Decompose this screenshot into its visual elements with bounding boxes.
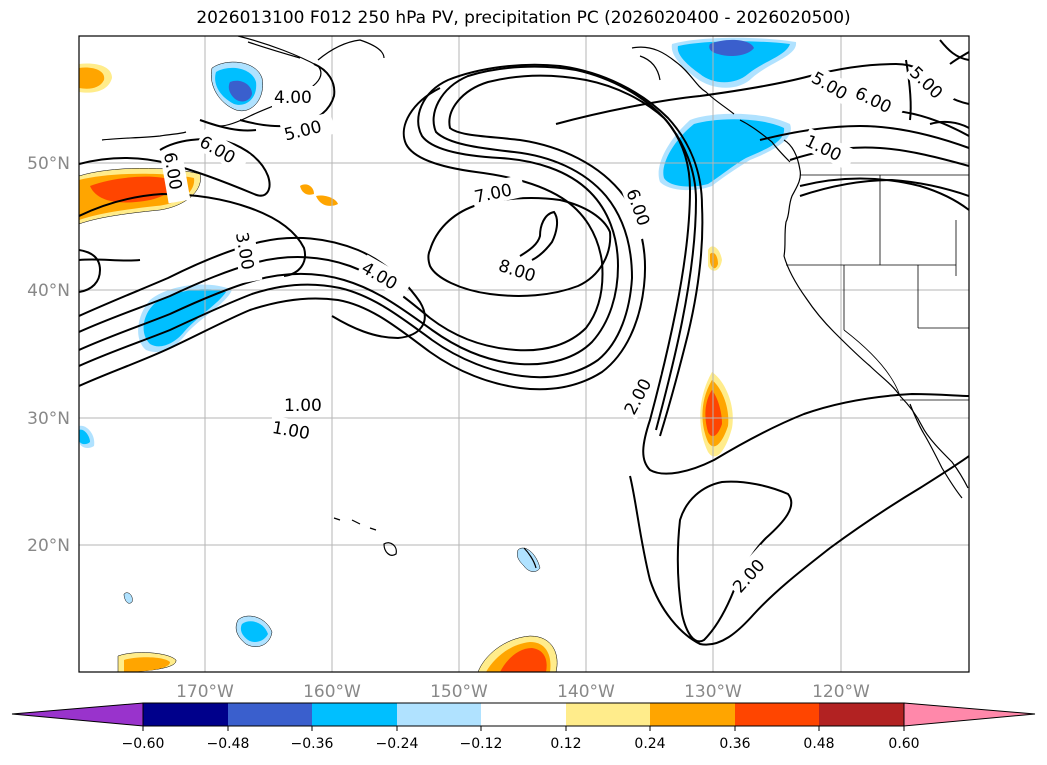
map-plot-area: 1.00 1.00 2.00 2.00 3.00 4.00 4.00 5.00 … bbox=[79, 36, 969, 672]
lon-label: 120°W bbox=[812, 682, 870, 702]
colorbar-tick-label: 0.24 bbox=[634, 736, 665, 752]
colorbar-segment bbox=[143, 703, 228, 726]
colorbar-tick-marks bbox=[142, 726, 905, 731]
colorbar-tick-label: 0.12 bbox=[550, 736, 581, 752]
colorbar-segment bbox=[819, 703, 904, 726]
lat-label: 50°N bbox=[27, 154, 70, 174]
colorbar-extend-max bbox=[903, 702, 1036, 727]
colorbar-segment bbox=[735, 703, 819, 726]
longitude-labels: 170°W 160°W 150°W 140°W 130°W 120°W bbox=[176, 682, 870, 702]
lon-label: 150°W bbox=[430, 682, 488, 702]
colorbar-tick-label: 0.60 bbox=[888, 736, 919, 752]
lon-label: 160°W bbox=[303, 682, 361, 702]
lon-label: 140°W bbox=[557, 682, 615, 702]
colorbar-tick-label: 0.48 bbox=[803, 736, 834, 752]
contour-label: 1.00 bbox=[284, 396, 322, 416]
lat-label: 40°N bbox=[27, 281, 70, 301]
state-borders bbox=[786, 174, 969, 401]
colorbar-tick-label: −0.12 bbox=[460, 736, 503, 752]
colorbar-tick-label: −0.48 bbox=[207, 736, 250, 752]
colorbar-outline bbox=[142, 702, 905, 727]
map-frame bbox=[78, 35, 970, 673]
colorbar-tick-label: 0.36 bbox=[719, 736, 750, 752]
colorbar-tick-label: −0.36 bbox=[291, 736, 334, 752]
colorbar-segment bbox=[650, 703, 735, 726]
colorbar-segment bbox=[228, 703, 312, 726]
colorbar: −0.60 −0.48 −0.36 −0.24 −0.12 0.12 0.24 … bbox=[11, 702, 1036, 752]
latitude-labels: 50°N 40°N 30°N 20°N bbox=[27, 154, 70, 556]
colorbar-segment bbox=[397, 703, 481, 726]
colorbar-tick-label: −0.60 bbox=[122, 736, 165, 752]
contour-label: 4.00 bbox=[274, 88, 312, 108]
colorbar-segment bbox=[312, 703, 397, 726]
colorbar-segment bbox=[481, 703, 566, 726]
lat-label: 20°N bbox=[27, 536, 70, 556]
colorbar-tick-label: −0.24 bbox=[376, 736, 419, 752]
colorbar-segment bbox=[566, 703, 650, 726]
lon-label: 130°W bbox=[684, 682, 742, 702]
contour-labels: 1.00 1.00 2.00 2.00 3.00 4.00 4.00 5.00 … bbox=[159, 59, 958, 599]
map-title: 2026013100 F012 250 hPa PV, precipitatio… bbox=[196, 8, 851, 28]
lat-label: 30°N bbox=[27, 409, 70, 429]
lon-label: 170°W bbox=[176, 682, 234, 702]
colorbar-extend-min bbox=[11, 702, 144, 727]
